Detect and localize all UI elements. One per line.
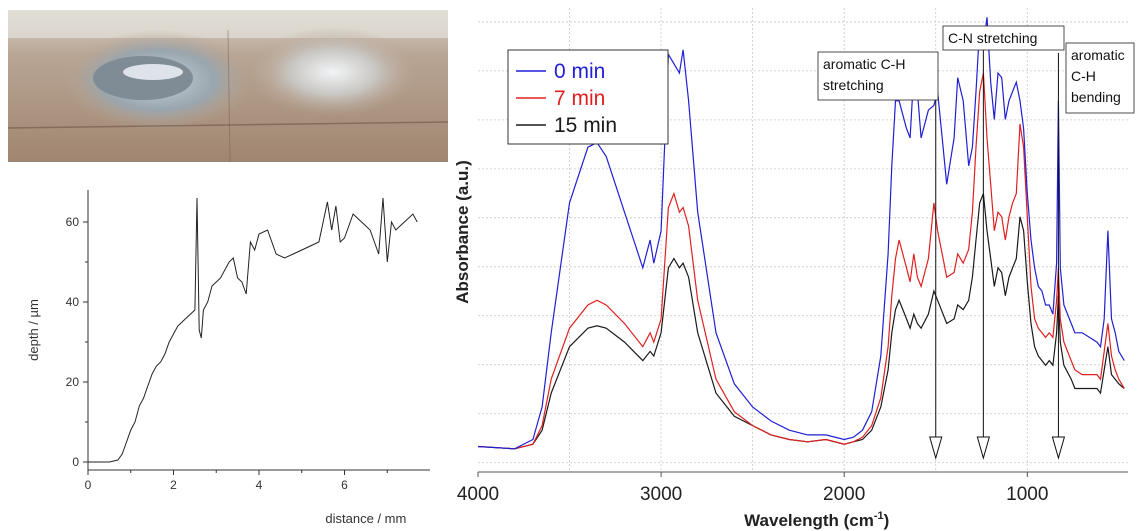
spectrum-line-0-min: [477, 17, 1125, 450]
legend-label: 15 min: [554, 114, 617, 137]
ftir-spectra-chart: 4000 3000 2000 1000 Wavelength (cm-1) Absorba…: [453, 8, 1135, 530]
annotation: C-N stretching: [942, 25, 1065, 460]
legend-label: 7 min: [554, 87, 605, 110]
annotation-box: [1065, 42, 1135, 114]
annotation-box: [942, 25, 1065, 51]
x-tick-label: 1000: [1006, 484, 1048, 505]
x-tick-label: 0: [85, 478, 92, 492]
annotation-arrowhead: [929, 436, 943, 460]
x-tick-label: 2000: [823, 484, 865, 505]
x-axis-label-end: ): [884, 511, 890, 530]
annotation-text: aromatic: [1071, 47, 1125, 63]
x-axis-label: distance / mm: [325, 511, 406, 526]
spectrum-line-15-min: [477, 193, 1125, 450]
annotation-text: bending: [1071, 89, 1121, 105]
x-tick-label: 2: [170, 478, 177, 492]
x-tick-label: 4000: [457, 484, 499, 505]
legend: 0 min 7 min 15 min: [507, 49, 669, 145]
y-tick-label: 0: [72, 455, 79, 469]
surface-photo: [8, 10, 448, 162]
spectrum-line-7-min: [477, 72, 1125, 450]
y-axis-label: Absorbance (a.u.): [453, 160, 472, 304]
x-axis-label: Wavelength (cm-1): [744, 510, 889, 530]
x-tick-label: 3000: [640, 484, 682, 505]
legend-box: [507, 49, 669, 145]
y-tick-label: 20: [66, 375, 80, 389]
x-axis-label-sup: -1: [874, 510, 884, 522]
y-axis-label: depth / µm: [26, 299, 41, 361]
annotation-text: aromatic C-H: [823, 56, 905, 72]
annotation-box: [817, 51, 939, 101]
annotation: aromatic C-H bending: [1051, 42, 1135, 460]
x-tick-label: 4: [256, 478, 263, 492]
annotation-text: C-N stretching: [948, 30, 1037, 46]
y-tick-label: 40: [66, 295, 80, 309]
annotation-arrowhead: [976, 436, 991, 460]
annotation-text: C-H: [1071, 68, 1096, 84]
depth-series-line: [88, 197, 418, 463]
x-axis-label-main: Wavelength (cm: [744, 511, 874, 530]
x-tick-label: 6: [341, 478, 348, 492]
y-tick-label: 60: [66, 215, 80, 229]
annotation: aromatic C-H stretching: [817, 51, 943, 460]
legend-label: 0 min: [554, 60, 605, 83]
annotation-text: stretching: [823, 77, 884, 93]
annotation-arrowhead: [1051, 436, 1066, 460]
